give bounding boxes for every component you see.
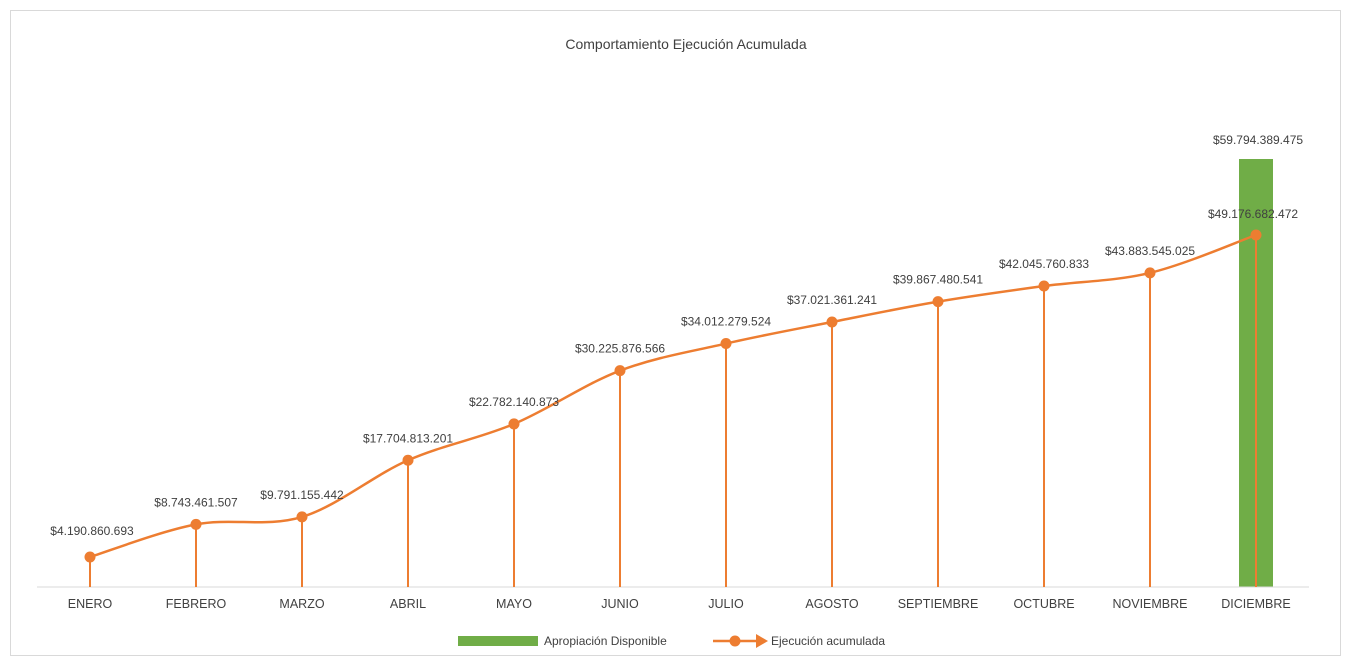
line-label-noviembre: $43.883.545.025 [1105,244,1195,258]
x-tick-label-noviembre: NOVIEMBRE [1112,597,1187,611]
legend-swatch-apropiacion [458,636,538,646]
line-label-junio: $30.225.876.566 [575,342,665,356]
line-label-abril: $17.704.813.201 [363,431,453,445]
marker-mayo [508,418,520,430]
x-tick-label-diciembre: DICIEMBRE [1221,597,1290,611]
legend-label-apropiacion: Apropiación Disponible [544,634,667,648]
line-label-diciembre: $49.176.682.472 [1208,207,1298,221]
chart-frame: Comportamiento Ejecución Acumulada $59.7… [10,10,1341,656]
marker-enero [84,551,96,563]
marker-septiembre [932,296,944,308]
line-label-octubre: $42.045.760.833 [999,257,1089,271]
x-tick-label-julio: JULIO [708,597,744,611]
marker-julio [720,338,732,350]
line-label-septiembre: $39.867.480.541 [893,273,983,287]
marker-abril [402,454,414,466]
x-tick-label-octubre: OCTUBRE [1013,597,1074,611]
x-tick-label-marzo: MARZO [279,597,324,611]
x-tick-label-mayo: MAYO [496,597,532,611]
line-label-julio: $34.012.279.524 [681,315,771,329]
plot-area: $59.794.389.475 $4.190.860.693 $8.743.461.… [37,133,1309,611]
x-tick-label-junio: JUNIO [601,597,639,611]
bar-label-diciembre: $59.794.389.475 [1213,133,1303,147]
line-label-mayo: $22.782.140.873 [469,395,559,409]
chart-title: Comportamiento Ejecución Acumulada [565,36,806,52]
x-tick-label-abril: ABRIL [390,597,426,611]
marker-junio [614,365,626,377]
line-label-agosto: $37.021.361.241 [787,293,877,307]
line-ejecucion-acumulada [89,233,1257,559]
x-tick-label-enero: ENERO [68,597,113,611]
x-tick-label-febrero: FEBRERO [166,597,227,611]
legend: Apropiación Disponible Ejecución acumulad… [458,634,885,648]
x-tick-label-septiembre: SEPTIEMBRE [898,597,979,611]
chart-canvas: Comportamiento Ejecución Acumulada $59.7… [37,36,1309,648]
legend-label-ejecucion: Ejecución acumulada [771,634,885,648]
marker-diciembre [1250,229,1262,241]
marker-octubre [1038,280,1050,292]
marker-agosto [826,316,838,328]
line-label-marzo: $9.791.155.442 [260,488,344,502]
legend-arrow-ejecucion [756,634,768,648]
marker-febrero [190,518,202,530]
x-tick-label-agosto: AGOSTO [805,597,859,611]
line-label-enero: $4.190.860.693 [50,524,134,538]
marker-noviembre [1144,267,1156,279]
marker-marzo [296,511,308,523]
line-label-febrero: $8.743.461.507 [154,495,238,509]
legend-marker-ejecucion [729,635,741,647]
